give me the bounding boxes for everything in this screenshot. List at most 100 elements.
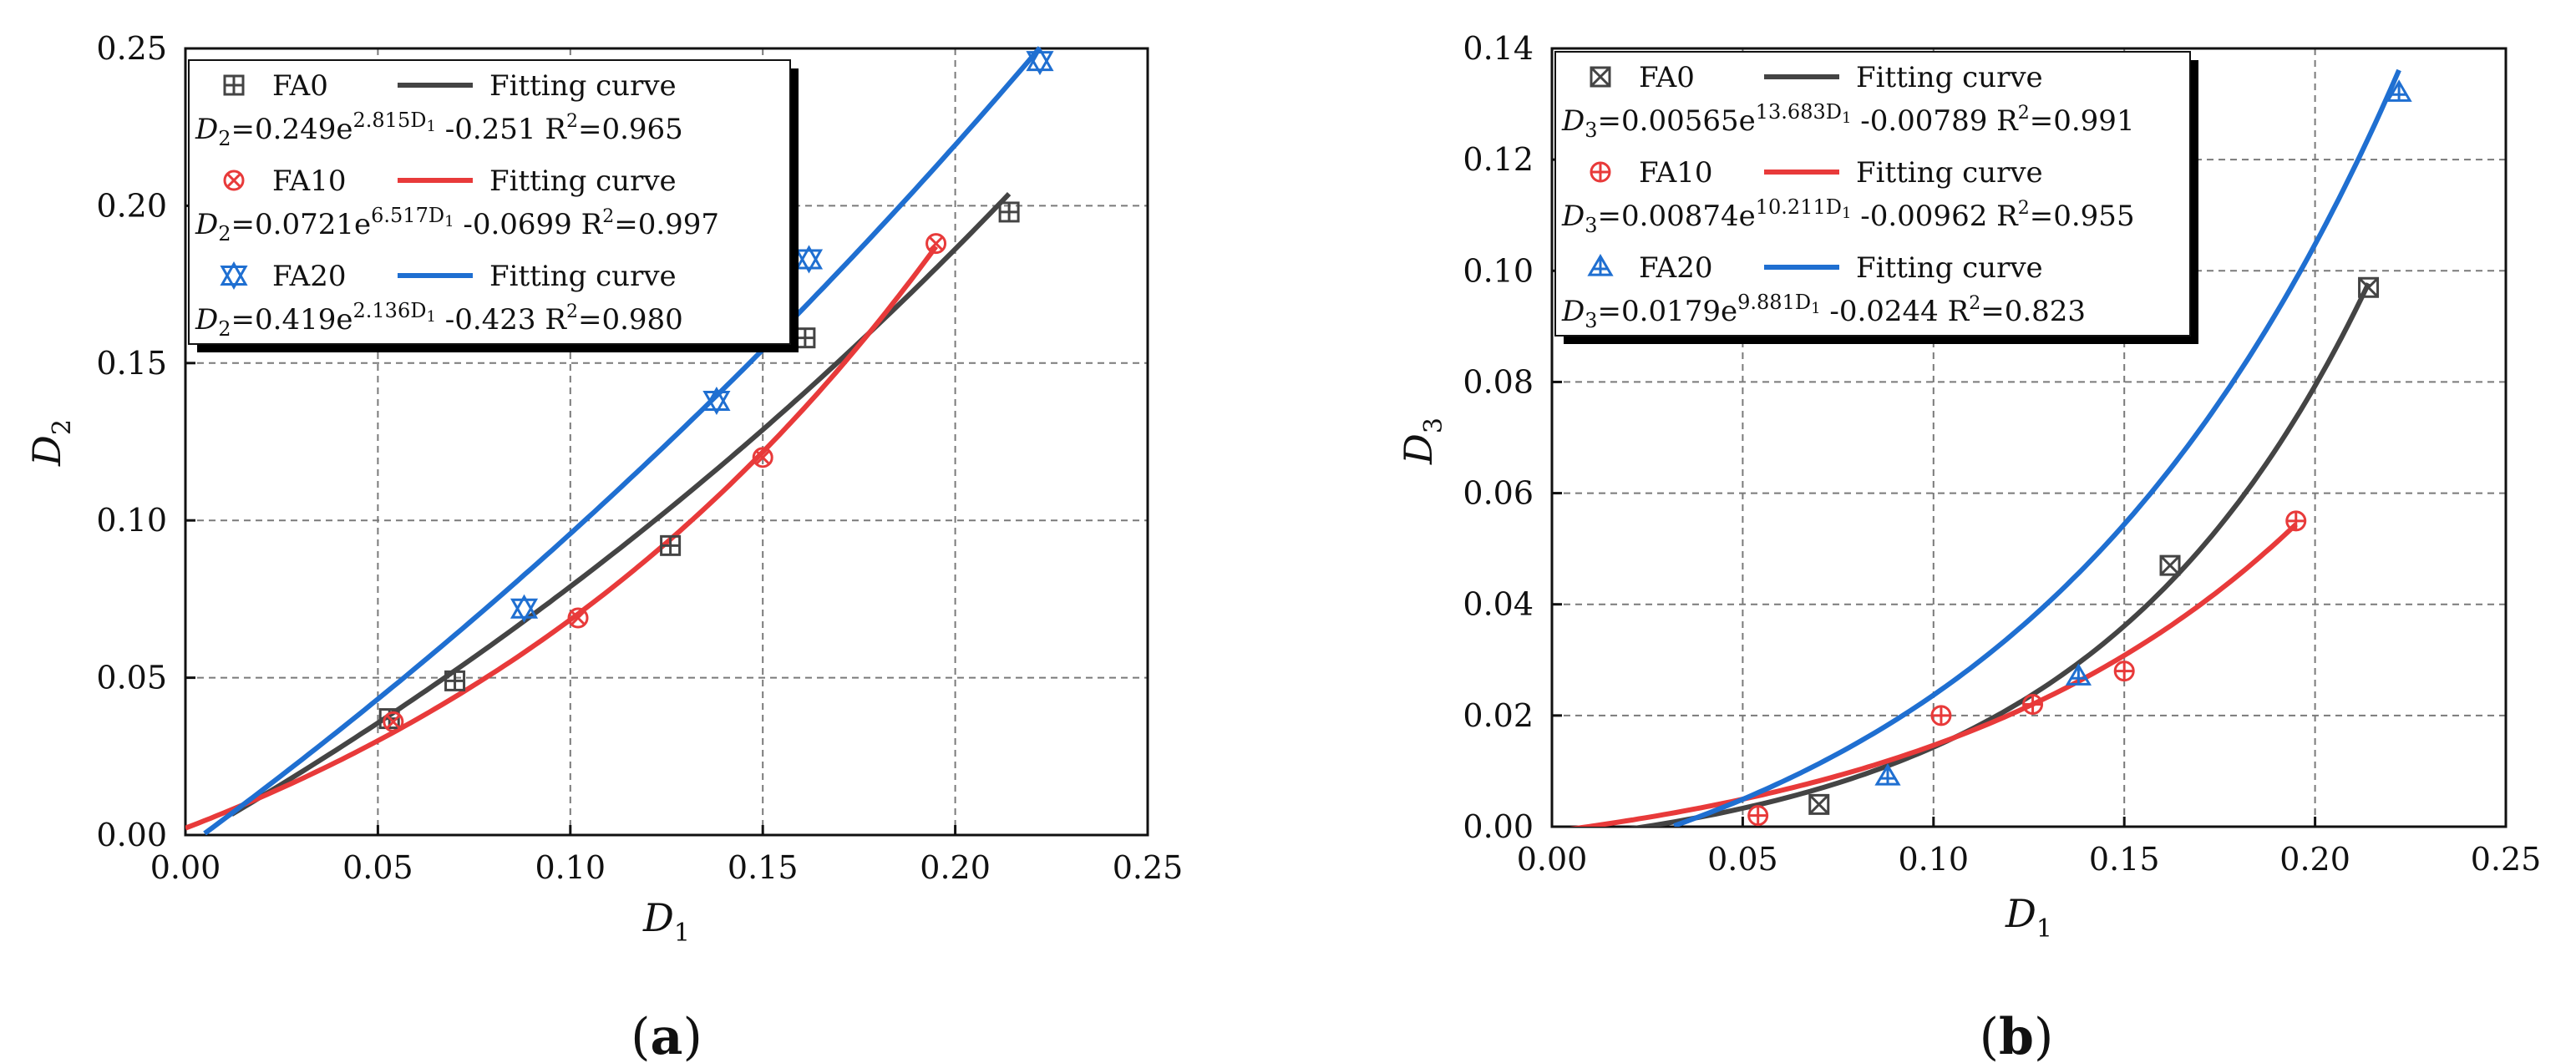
chart0-point-fa10-1-d2	[570, 610, 586, 625]
chart1-fit-curve-fa0	[1628, 282, 2371, 827]
chart1-point-fa0-0-d2	[1808, 794, 1829, 815]
chart0-point-fa10-1-ring	[567, 607, 589, 629]
chart1-point-fa20-1	[2065, 663, 2092, 686]
chart0-ytick-label-3: 0.15	[96, 345, 167, 382]
panel-label-a: (a)	[631, 1008, 702, 1063]
chart1-point-fa0-2	[2358, 276, 2380, 298]
chart0-equation-fa0: D2=0.249e2.815D1 -0.251 R2=0.965	[195, 109, 683, 150]
chart0-legend-name-fa0: FA0	[272, 69, 328, 103]
chart0-equation-fa10-part-3: 6.517D	[371, 204, 444, 227]
chart0-fit-curve-fa20	[203, 46, 1042, 835]
chart0-ytick-label-2: 0.10	[96, 502, 167, 539]
chart0-ylabel: D2	[24, 419, 77, 467]
chart0-point-fa10-2	[752, 447, 773, 468]
chart1-point-fa0-1	[2159, 554, 2181, 576]
chart0-equation-fa20-part-6: 2	[566, 301, 578, 322]
chart0-legend-marker-fa20-tri2	[220, 266, 248, 291]
chart1-ytick-label-7: 0.14	[1463, 30, 1534, 67]
chart1-legend-fit-label-fa0: Fitting curve	[1856, 61, 2043, 94]
chart1-equation-fa20-part-7: =0.823	[1980, 295, 2086, 328]
chart1-equation-fa20-part-1: 3	[1585, 309, 1597, 332]
chart0-legend-marker-fa10-ring	[223, 170, 245, 191]
chart0-xtick-label-1: 0.05	[342, 849, 413, 886]
chart1-frame	[1550, 47, 2508, 828]
chart0-point-fa0-2	[660, 534, 682, 556]
chart1-point-fa10-1	[1930, 705, 1952, 726]
chart1-legend-marker-fa0-box	[1590, 66, 1611, 88]
chart1-fit-curve-fa20	[1673, 68, 2401, 827]
chart0-equation-fa10-part-4: 1	[444, 213, 454, 230]
chart0-point-fa10-0-d2	[385, 714, 401, 730]
chart1-xlabel: D1	[2005, 891, 2052, 944]
chart1-xtick-label-2: 0.10	[1898, 841, 1969, 878]
chart0-xlabel-sub: 1	[674, 919, 690, 948]
chart1-equation-fa20-part-6: 2	[1969, 293, 1980, 314]
chart0-point-fa20-0	[510, 594, 539, 623]
chart1-equation-fa20: D3=0.0179e9.881D1 -0.0244 R2=0.823	[1561, 291, 2086, 332]
chart1-point-fa10-4	[2285, 510, 2307, 532]
chart0-ytick-label-0: 0.00	[96, 817, 167, 853]
chart1-fit-curve-fa10	[1569, 522, 2298, 827]
chart1-ytick-label-4: 0.08	[1463, 363, 1534, 400]
chart1-ytick-label-2: 0.04	[1463, 586, 1534, 623]
chart0-legend-fit-label-fa10: Fitting curve	[489, 165, 677, 198]
chart1-point-fa20-0	[1874, 763, 1901, 786]
chart0-equation-fa10-part-2: =0.0721e	[231, 208, 372, 241]
chart1-xtick-label-3: 0.15	[2089, 841, 2160, 878]
chart1-legend-marker-fa0-d2	[1590, 66, 1611, 88]
chart0-equation-fa10-part-1: 2	[218, 222, 231, 246]
chart0-point-fa10-3-ring	[925, 233, 947, 255]
chart0-point-fa10-1	[567, 607, 589, 629]
chart0-point-fa20-2-tri2	[794, 249, 824, 274]
chart1-equation-fa10-part-7: =0.955	[2030, 200, 2135, 233]
chart1-point-fa0-0	[1808, 793, 1830, 815]
chart0-equation-fa0-part-3: 2.815D	[353, 109, 427, 132]
chart1-legend-fit-label-fa20: Fitting curve	[1856, 251, 2043, 285]
chart1-equation-fa10: D3=0.00874e10.211D1 -0.00962 R2=0.955	[1561, 195, 2135, 237]
chart1-equation-fa0-part-7: =0.991	[2030, 104, 2135, 138]
chart1-equation-fa20-part-5: -0.0244 R	[1821, 295, 1970, 328]
chart0-point-fa10-2-ring	[752, 447, 773, 468]
chart0-ylabel-sub: 2	[48, 419, 77, 435]
chart-a: 0.00 0.05 0.10 0.15 0.20 0.25 0.00 0.05 0.10 0.15…	[24, 30, 1183, 948]
chart0-ytick-label-5: 0.25	[96, 30, 167, 67]
chart1-ytick-label-0: 0.00	[1463, 808, 1534, 845]
chart1-legend-box	[1554, 51, 2191, 337]
chart1-xtick-label-4: 0.20	[2279, 841, 2350, 878]
chart0-legend-marker-fa10-d2	[226, 173, 241, 188]
chart1-equation-fa0-part-3: 13.683D	[1756, 100, 1842, 124]
chart0-point-fa20-3-tri	[1026, 47, 1054, 72]
chart1-xlabel-sub: 1	[2036, 914, 2052, 944]
chart0-equation-fa20-part-5: -0.423 R	[436, 303, 567, 337]
panel-label-a-letter: a	[651, 1008, 683, 1063]
chart0-equation-fa0-part-0: D	[195, 113, 218, 146]
chart0-point-fa10-2-d2	[755, 449, 771, 465]
chart0-equation-fa0-part-5: -0.251 R	[436, 113, 567, 146]
chart0-point-fa0-4	[998, 201, 1020, 223]
chart0-legend-marker-fa20-tri	[220, 261, 248, 286]
chart0-ytick-label-1: 0.05	[96, 660, 167, 696]
chart1-equation-fa10-part-4: 1	[1842, 205, 1851, 222]
chart-b: 0.00 0.05 0.10 0.15 0.20 0.25 0.00 0.02 0.04 0.06…	[1396, 30, 2541, 944]
chart1-equation-fa0: D3=0.00565e13.683D1 -0.00789 R2=0.991	[1561, 100, 2135, 142]
chart0-xtick-label-5: 0.25	[1113, 849, 1184, 886]
chart0-point-fa0-1	[444, 670, 466, 691]
chart1-equation-fa10-part-0: D	[1561, 200, 1585, 233]
chart0-equation-fa10: D2=0.0721e6.517D1 -0.0699 R2=0.997	[195, 204, 719, 246]
chart1-ytick-label-1: 0.02	[1463, 697, 1534, 734]
chart1-point-fa0-2-d2	[2358, 277, 2379, 298]
chart1-point-fa20-2	[2386, 79, 2412, 102]
chart0-equation-fa20-part-3: 2.136D	[353, 299, 427, 322]
chart1-xtick-label-5: 0.25	[2471, 841, 2542, 878]
chart0-equation-fa20-part-7: =0.980	[578, 303, 683, 337]
chart0-equation-fa20-part-0: D	[195, 303, 218, 337]
chart1-equation-fa20-part-3: 9.881D	[1737, 291, 1811, 314]
chart0-ytick-label-4: 0.20	[96, 187, 167, 224]
chart1-equation-fa10-part-6: 2	[2018, 198, 2030, 219]
chart1-point-fa10-0	[1747, 805, 1769, 827]
chart0-point-fa10-0-ring	[383, 711, 404, 732]
chart0-legend-box	[188, 59, 791, 345]
chart1-ytick-label-3: 0.06	[1463, 475, 1534, 512]
chart0-fit-curve-fa10	[185, 245, 939, 831]
